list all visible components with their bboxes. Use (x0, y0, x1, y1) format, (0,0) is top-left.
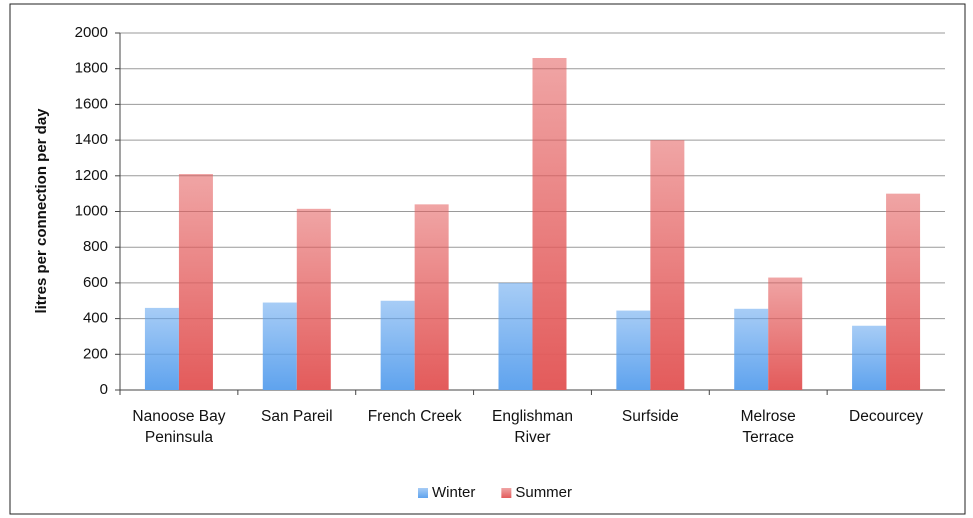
x-tick-label: Nanoose Bay Peninsula (132, 408, 226, 446)
y-tick-label: 1600 (75, 95, 108, 112)
bar (852, 325, 887, 390)
bar (380, 300, 415, 390)
chart-frame (9, 3, 966, 515)
bar (650, 140, 685, 390)
y-tick-label: 1800 (75, 60, 108, 77)
bar (768, 277, 803, 390)
bar (178, 174, 213, 390)
y-tick-label: 0 (100, 381, 108, 398)
y-tick-label: 1000 (75, 202, 108, 219)
bar (886, 193, 921, 390)
bar (144, 307, 179, 390)
x-tick-label: San Pareil (261, 408, 333, 425)
x-tick-label: Englishman River (492, 408, 573, 446)
x-tick-label: French Creek (367, 408, 462, 425)
y-tick-label: 200 (83, 345, 108, 362)
legend-label: Winter (432, 484, 475, 501)
legend-swatch (418, 488, 428, 498)
bar (296, 208, 331, 390)
y-axis-label: litres per connection per day (33, 108, 50, 314)
bar (498, 282, 533, 390)
bar (262, 302, 297, 390)
y-tick-label: 1400 (75, 131, 108, 148)
bar (734, 308, 769, 390)
bar (414, 204, 449, 390)
legend-label: Summer (515, 484, 572, 501)
legend-swatch (501, 488, 512, 498)
y-tick-label: 2000 (75, 24, 108, 41)
y-tick-label: 800 (83, 238, 108, 255)
y-tick-label: 600 (83, 274, 108, 291)
x-tick-label: Melrose Terrace (740, 408, 796, 446)
bar (532, 57, 567, 391)
y-tick-label: 1200 (75, 167, 108, 184)
x-tick-label: Decourcey (849, 408, 924, 425)
y-tick-label: 400 (83, 310, 108, 327)
x-tick-label: Surfside (621, 408, 679, 425)
bar (616, 310, 651, 390)
